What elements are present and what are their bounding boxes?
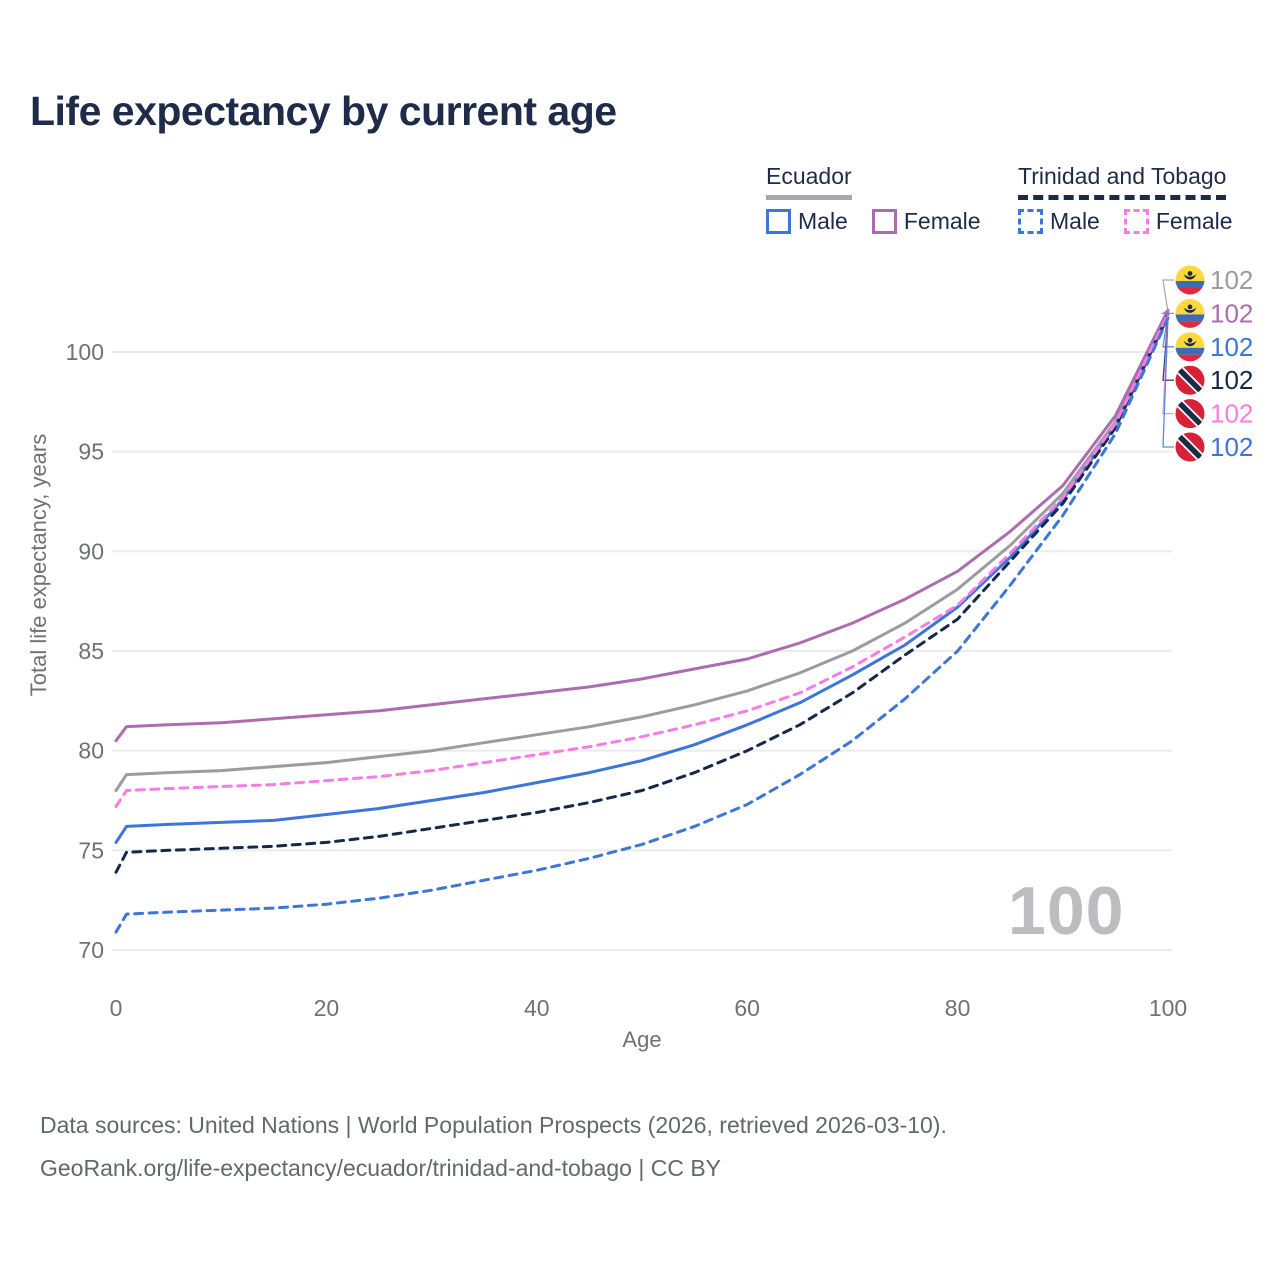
y-tick-label-80: 80 xyxy=(78,738,104,764)
legend-group-ecuador: Ecuador Male Female xyxy=(766,163,981,235)
ecuador-flag-icon xyxy=(1175,332,1205,362)
legend-item-ecuador-male-label: Male xyxy=(798,208,848,234)
footer-attribution-link: GeoRank.org/life-expectancy/ecuador/trin… xyxy=(40,1155,722,1181)
series-line-trinidad-and-tobago-total[interactable] xyxy=(114,314,1170,874)
end-value-label-trinidad-and-tobago-total: 102 xyxy=(1210,365,1253,395)
legend-item-trinidad-and-tobago-female-label: Female xyxy=(1155,208,1233,234)
series-line-ecuador-female[interactable] xyxy=(114,308,1170,743)
x-tick-label-80: 80 xyxy=(945,995,971,1021)
x-tick-label-0: 0 xyxy=(110,995,123,1021)
leader-line-trinidad-and-tobago-male xyxy=(1162,318,1174,448)
legend-item-ecuador-male[interactable]: Male xyxy=(766,208,848,235)
leader-line-ecuador-female xyxy=(1160,309,1174,315)
legend-item-trinidad-and-tobago-male-label: Male xyxy=(1050,208,1100,234)
legend-item-trinidad-and-tobago-female[interactable]: Female xyxy=(1123,208,1233,235)
y-tick-label-90: 90 xyxy=(78,538,104,564)
trinidad-and-tobago-flag-icon xyxy=(1175,432,1205,462)
legend-item-trinidad-and-tobago-male[interactable]: Male xyxy=(1018,208,1100,235)
legend-trinidad-and-tobago-title[interactable]: Trinidad and Tobago xyxy=(1018,163,1227,200)
x-tick-label-40: 40 xyxy=(524,995,550,1021)
age-watermark: 100 xyxy=(1008,873,1125,949)
y-axis-title: Total life expectancy, years xyxy=(26,434,51,697)
end-value-label-trinidad-and-tobago-female: 102 xyxy=(1210,399,1253,429)
y-tick-label-95: 95 xyxy=(78,439,104,465)
trinidad-and-tobago-male-swatch-icon xyxy=(1018,209,1043,234)
page-title: Life expectancy by current age xyxy=(30,88,617,134)
end-value-label-ecuador-female: 102 xyxy=(1210,298,1253,328)
footer-data-sources: Data sources: United Nations | World Pop… xyxy=(40,1112,947,1138)
y-tick-label-75: 75 xyxy=(78,837,104,863)
trinidad-and-tobago-female-swatch-icon xyxy=(1123,209,1149,234)
series-line-ecuador-total[interactable] xyxy=(114,310,1170,792)
series-line-trinidad-and-tobago-female[interactable] xyxy=(114,312,1170,808)
leader-line-ecuador-total xyxy=(1162,279,1174,313)
x-axis-title: Age xyxy=(622,1027,661,1052)
legend-item-ecuador-female[interactable]: Female xyxy=(871,208,981,235)
x-tick-label-60: 60 xyxy=(734,995,760,1021)
trinidad-and-tobago-flag-icon xyxy=(1175,365,1205,395)
end-value-label-ecuador-male: 102 xyxy=(1210,332,1253,362)
legend-group-trinidad-and-tobago: Trinidad and Tobago Male Female xyxy=(1018,163,1233,235)
trinidad-and-tobago-flag-icon xyxy=(1175,399,1205,429)
ecuador-flag-icon xyxy=(1175,265,1205,295)
footer: Data sources: United Nations | World Pop… xyxy=(40,1104,947,1190)
ecuador-male-swatch-icon xyxy=(766,209,791,234)
end-value-label-ecuador-total: 102 xyxy=(1210,265,1253,295)
legend-item-ecuador-female-label: Female xyxy=(903,208,981,234)
ecuador-flag-icon xyxy=(1175,298,1205,328)
end-value-label-trinidad-and-tobago-male: 102 xyxy=(1210,432,1253,462)
leader-line-ecuador-male xyxy=(1162,314,1174,348)
x-tick-label-100: 100 xyxy=(1149,995,1187,1021)
series-line-trinidad-and-tobago-male[interactable] xyxy=(114,316,1170,934)
y-tick-label-100: 100 xyxy=(66,339,104,365)
legend-ecuador-title[interactable]: Ecuador xyxy=(766,163,852,200)
y-tick-label-85: 85 xyxy=(78,638,104,664)
y-tick-label-70: 70 xyxy=(78,937,104,963)
ecuador-female-swatch-icon xyxy=(871,209,897,234)
x-tick-label-20: 20 xyxy=(314,995,340,1021)
series-line-ecuador-male[interactable] xyxy=(114,312,1170,844)
